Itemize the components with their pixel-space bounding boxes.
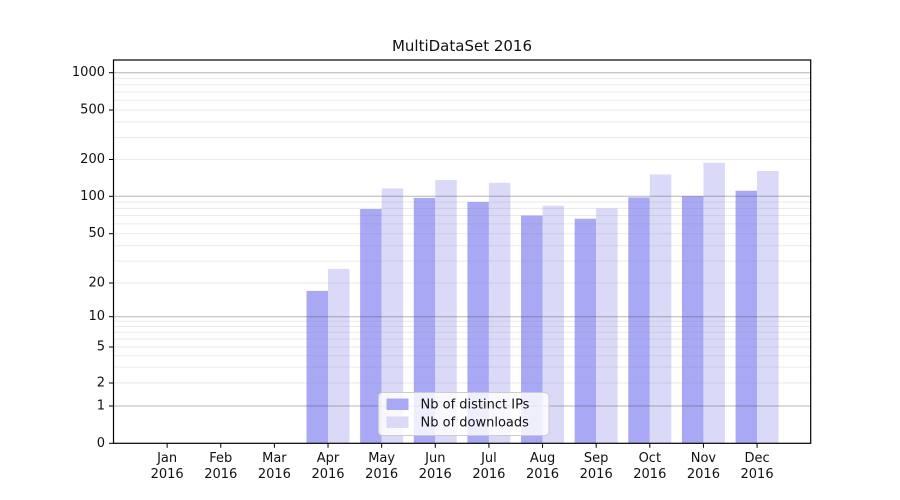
y-tick-label: 100 <box>80 189 105 204</box>
x-tick-label-year: 2016 <box>580 467 613 482</box>
plot-area: 01251020501002005001000Jan2016Feb2016Mar… <box>72 59 812 482</box>
x-tick-label-year: 2016 <box>258 467 291 482</box>
y-tick-label: 5 <box>97 340 105 355</box>
plot-border <box>112 59 812 444</box>
y-tick-label: 1000 <box>72 65 105 80</box>
x-tick-label-year: 2016 <box>633 467 666 482</box>
bars-layer <box>306 162 779 444</box>
gridlines-minor <box>113 77 811 384</box>
y-tick-label: 200 <box>80 152 105 167</box>
legend-label-downloads: Nb of downloads <box>421 416 530 431</box>
bar-downloads-sep <box>596 208 618 444</box>
x-tick-label-year: 2016 <box>365 467 398 482</box>
bar-downloads-oct <box>649 174 672 444</box>
x-tick-label-month: Nov <box>691 451 717 466</box>
bar-downloads-aug <box>542 205 565 444</box>
x-tick-label-month: Jan <box>156 451 177 466</box>
y-tick-label: 2 <box>97 376 105 391</box>
bar-ips-may <box>360 209 382 444</box>
x-tick-label-month: Dec <box>744 451 769 466</box>
bar-downloads-dec <box>757 171 779 444</box>
y-tick-label: 1 <box>97 399 105 414</box>
x-tick-label-year: 2016 <box>741 467 774 482</box>
y-tick-label: 500 <box>80 103 105 118</box>
bar-ips-dec <box>735 190 758 444</box>
bar-ips-oct <box>628 197 650 444</box>
chart-title: MultiDataSet 2016 <box>392 37 532 55</box>
legend: Nb of distinct IPs Nb of downloads <box>378 392 550 436</box>
y-tick-label: 50 <box>88 226 105 241</box>
y-axis: 0 1 2 5 10 20 50 100 200 500 1000 <box>72 65 114 451</box>
y-tick-label: 10 <box>88 309 105 324</box>
x-tick-label-month: May <box>368 451 395 466</box>
x-axis: Jan2016Feb2016Mar2016Apr2016May2016Jun20… <box>151 443 774 482</box>
bar-downloads-nov <box>703 162 725 444</box>
legend-swatch-downloads <box>386 416 409 428</box>
x-tick-label-month: Oct <box>639 451 661 466</box>
x-tick-label-month: Jun <box>424 451 445 466</box>
bar-downloads-may <box>381 188 404 444</box>
x-tick-label-month: Sep <box>584 451 609 466</box>
legend-label-distinct-ips: Nb of distinct IPs <box>421 398 530 413</box>
x-tick-label-month: Feb <box>209 451 232 466</box>
bar-downloads-jun <box>435 179 457 444</box>
x-tick-label-year: 2016 <box>311 467 344 482</box>
legend-box <box>378 392 550 436</box>
x-tick-label-year: 2016 <box>526 467 559 482</box>
bar-ips-nov <box>681 196 704 444</box>
y-tick-label: 0 <box>97 436 105 451</box>
bar-downloads-apr <box>328 268 350 444</box>
legend-swatch-distinct-ips <box>386 398 409 410</box>
x-tick-label-year: 2016 <box>204 467 237 482</box>
x-tick-label-month: Apr <box>317 451 340 466</box>
bar-ips-apr <box>306 290 329 444</box>
x-tick-label-month: Jul <box>480 451 497 466</box>
x-tick-label-month: Mar <box>262 451 287 466</box>
x-tick-label-year: 2016 <box>151 467 184 482</box>
bar-downloads-jul <box>488 182 511 444</box>
x-tick-label-month: Aug <box>530 451 555 466</box>
x-tick-label-year: 2016 <box>687 467 720 482</box>
bar-ips-sep <box>574 218 597 444</box>
bar-ips-jul <box>467 201 489 444</box>
bar-ips-jun <box>413 197 436 444</box>
x-tick-label-year: 2016 <box>419 467 452 482</box>
x-tick-label-year: 2016 <box>472 467 505 482</box>
bar-ips-aug <box>521 215 543 444</box>
y-tick-label: 20 <box>88 276 105 291</box>
